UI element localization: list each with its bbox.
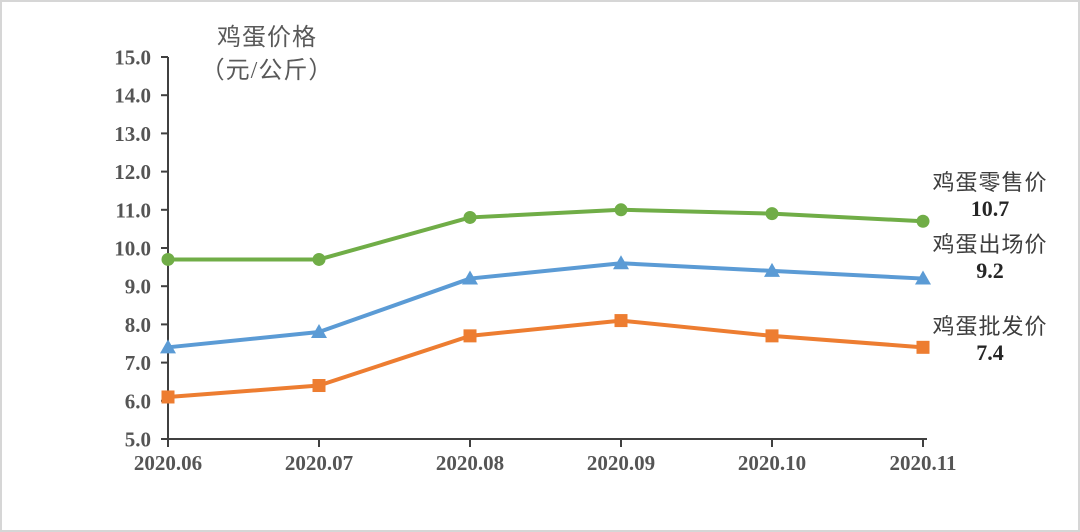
y-axis-tick-label: 11.0 [115,198,151,222]
data-marker-circle [614,203,628,217]
x-axis-tick-label: 2020.07 [285,451,353,475]
y-axis-tick-label: 9.0 [125,275,151,299]
y-axis-tick-label: 13.0 [114,122,151,146]
data-marker-triangle [160,339,176,354]
data-marker-circle [916,214,930,228]
data-marker-circle [463,210,477,224]
data-marker-circle [312,252,326,266]
x-axis-tick-label: 2020.08 [436,451,504,475]
y-axis-tick-label: 5.0 [125,428,151,452]
chart-title-unit: （元/公斤） [200,58,334,84]
y-axis-tick-label: 14.0 [114,84,151,108]
x-axis-tick-label: 2020.10 [738,451,806,475]
y-axis-tick-label: 12.0 [114,160,151,184]
data-marker-circle [161,252,175,266]
data-marker-triangle [613,255,629,270]
data-marker-triangle [311,324,327,339]
chart-line-series-0 [166,207,925,262]
data-marker-triangle [915,270,931,285]
data-marker-square [161,390,175,404]
data-marker-triangle [764,262,780,277]
y-axis-tick-label: 7.0 [125,351,151,375]
x-axis-tick-label: 2020.11 [889,451,956,475]
x-axis-tick-label: 2020.06 [134,451,202,475]
data-marker-circle [765,207,779,221]
chart-line-series-2 [166,318,925,399]
data-marker-square [765,329,779,343]
data-marker-square [614,314,628,328]
data-marker-triangle [462,270,478,285]
data-marker-square [916,340,930,354]
y-axis-tick-label: 6.0 [125,389,151,413]
chart-line-series-1 [166,261,925,350]
x-axis-tick-label: 2020.09 [587,451,655,475]
chart-title: 鸡蛋价格 （元/公斤） [182,22,352,88]
y-axis-tick-label: 8.0 [125,313,151,337]
y-axis-tick-label: 15.0 [114,46,151,70]
data-marker-square [312,379,326,393]
data-marker-square [463,329,477,343]
chart-title-text: 鸡蛋价格 [217,25,317,51]
y-axis-tick-label: 10.0 [114,237,151,261]
